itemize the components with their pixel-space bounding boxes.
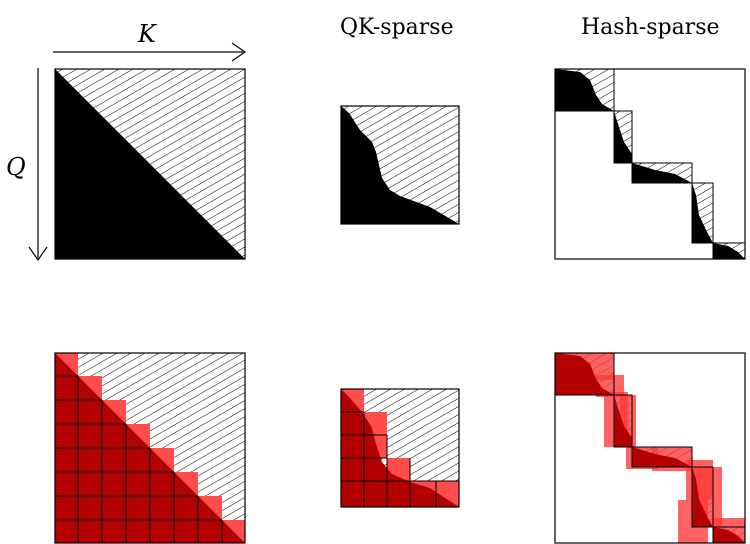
panel-dense-mask: [54, 68, 246, 260]
q-axis-arrow: [28, 68, 48, 262]
block-grid: [55, 375, 223, 543]
panel-hash-sparse-blocks: [554, 352, 746, 544]
panel-qk-sparse-mask: [340, 105, 460, 225]
k-axis-label: K: [137, 20, 158, 48]
panel-dense-blocks: [54, 352, 246, 544]
causal-mask: [55, 69, 245, 259]
sparse-red-mask: [341, 389, 459, 507]
k-axis-arrow: [53, 42, 247, 62]
panel-hash-sparse-mask: [554, 68, 746, 260]
sparse-mask: [341, 106, 459, 224]
hash-red-mask: [555, 353, 745, 543]
hash-sparse-title: Hash-sparse: [581, 15, 720, 40]
panel-qk-sparse-blocks: [340, 388, 460, 508]
qk-sparse-title: QK-sparse: [340, 15, 454, 40]
q-axis-label: Q: [6, 153, 26, 181]
